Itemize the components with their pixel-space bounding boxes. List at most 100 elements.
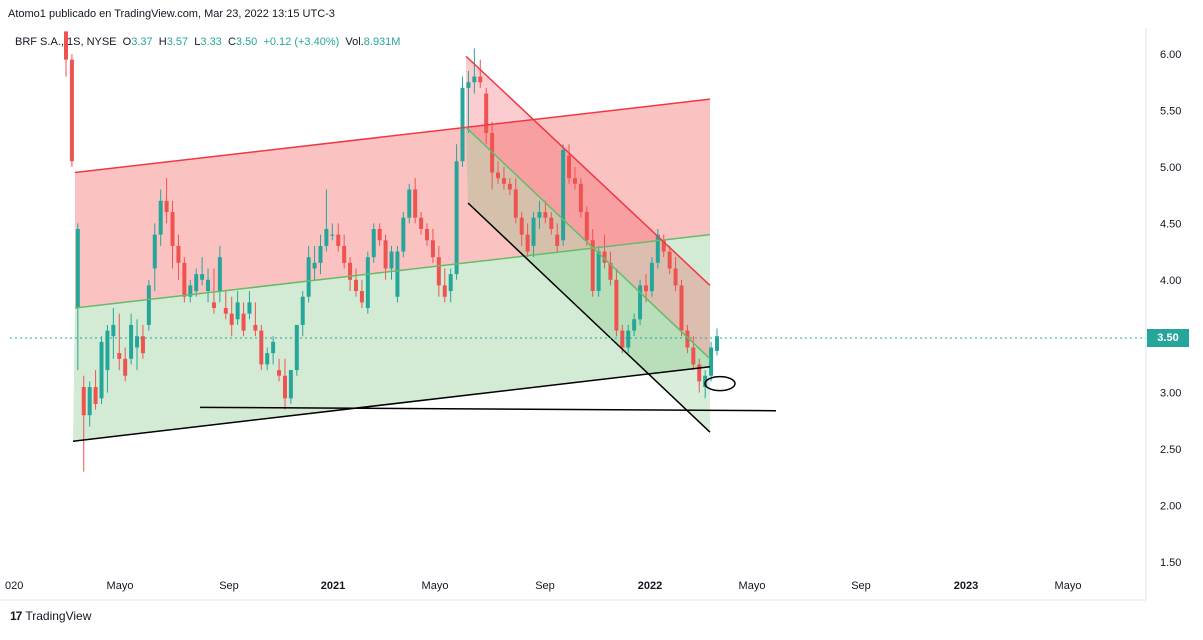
symbol-name[interactable]: BRF S.A. xyxy=(15,36,61,48)
candle-body xyxy=(442,285,447,297)
highlight-ellipse xyxy=(704,375,736,392)
red-channel-upper-line xyxy=(74,98,711,174)
candle-body xyxy=(496,172,501,179)
candle-body xyxy=(69,59,74,162)
candle-body xyxy=(472,76,477,83)
candle-body xyxy=(425,228,430,241)
candle-body xyxy=(697,364,702,382)
candle-body xyxy=(413,189,418,218)
candle-body xyxy=(348,262,353,280)
candle-body xyxy=(454,161,459,275)
time-tick-label: Sep xyxy=(851,580,871,592)
candle-body xyxy=(377,228,382,241)
candle-body xyxy=(709,347,714,376)
candle-body xyxy=(206,279,211,292)
candle-body xyxy=(549,217,554,229)
time-tick-label: 2022 xyxy=(638,580,662,592)
candle-body xyxy=(176,245,181,263)
candle-body xyxy=(383,240,388,269)
candle-body xyxy=(359,291,364,303)
candle-body xyxy=(152,234,157,269)
horizontal-support-line xyxy=(199,406,777,412)
candle-body xyxy=(211,302,216,308)
wedge-green-zone xyxy=(466,127,710,433)
last-price-tag: 3.50 xyxy=(1147,329,1189,347)
candle-body xyxy=(353,279,358,292)
green-channel-lower-line xyxy=(72,365,711,442)
candle-body xyxy=(484,93,489,134)
candle-body xyxy=(265,353,270,365)
low-value: 3.33 xyxy=(200,36,222,48)
trendlines xyxy=(72,55,777,442)
candle-body xyxy=(282,375,287,399)
candle-body xyxy=(596,251,601,292)
volume-label: Vol. xyxy=(345,36,364,48)
candle-body xyxy=(667,251,672,269)
candle-body xyxy=(182,262,187,297)
candle-body xyxy=(567,155,572,179)
candle-body xyxy=(602,251,607,263)
wedge-upper-line xyxy=(465,55,711,286)
candle-body xyxy=(140,336,145,354)
candle-body xyxy=(259,330,264,365)
candle-body xyxy=(661,240,666,252)
time-tick-label: 020 xyxy=(5,580,23,592)
time-tick-label: Mayo xyxy=(107,580,134,592)
low-label: L xyxy=(194,36,201,48)
high-label: H xyxy=(158,36,167,48)
time-tick-label: Mayo xyxy=(739,580,766,592)
candle-body xyxy=(170,212,175,246)
time-tick-label: Sep xyxy=(535,580,555,592)
candle-body xyxy=(123,358,128,376)
price-tick-label: 1.50 xyxy=(1160,557,1181,569)
candle-body xyxy=(584,212,589,241)
candle-body xyxy=(715,336,719,351)
candle-body xyxy=(614,279,619,331)
time-tick-label: Sep xyxy=(219,580,239,592)
candle-body xyxy=(407,189,412,218)
close-value: 3.50 xyxy=(235,36,258,48)
candle-body xyxy=(336,234,341,246)
candle-body xyxy=(649,262,654,292)
symbol-legend: BRF S.A., 1S, NYSE O3.37 H3.57 L3.33 C3.… xyxy=(15,36,401,48)
price-tick-label: 5.00 xyxy=(1160,162,1181,174)
candle-body xyxy=(395,251,400,297)
high-value: 3.57 xyxy=(166,36,189,48)
candle-body xyxy=(501,178,506,184)
volume-value: 8.931M xyxy=(363,36,401,48)
open-value: 3.37 xyxy=(131,36,153,48)
price-tick-label: 4.00 xyxy=(1160,275,1181,287)
candle-body xyxy=(294,324,299,371)
candle-body xyxy=(158,200,163,235)
candle-body xyxy=(235,302,240,320)
candle-body xyxy=(685,330,690,348)
candle-body xyxy=(430,240,435,258)
candle-body xyxy=(87,387,92,416)
price-tick-label: 3.00 xyxy=(1160,388,1181,400)
candle-body xyxy=(164,200,169,213)
candle-body xyxy=(555,234,560,246)
candle-body xyxy=(75,228,80,308)
candle-body xyxy=(590,240,595,292)
candle-body xyxy=(288,370,293,399)
candle-body xyxy=(460,87,465,162)
interval[interactable]: 1S xyxy=(66,36,81,48)
candle-body xyxy=(507,183,512,190)
candle-body xyxy=(643,285,648,292)
channel-mid-line xyxy=(74,233,711,309)
candle-body xyxy=(271,341,276,354)
candle-body xyxy=(389,251,394,269)
tradingview-footer[interactable]: 17 TradingView xyxy=(10,609,91,623)
open-label: O xyxy=(122,36,132,48)
tradingview-logo-icon: 17 xyxy=(10,609,22,623)
candle-body xyxy=(342,245,347,263)
candle-body xyxy=(691,347,696,365)
candle-body xyxy=(632,319,637,331)
candle-body xyxy=(330,234,335,236)
price-tick-label: 5.50 xyxy=(1160,105,1181,117)
candle-body xyxy=(638,285,643,320)
price-tick-label: 6.00 xyxy=(1160,49,1181,61)
wedge-red-zone xyxy=(466,56,710,359)
